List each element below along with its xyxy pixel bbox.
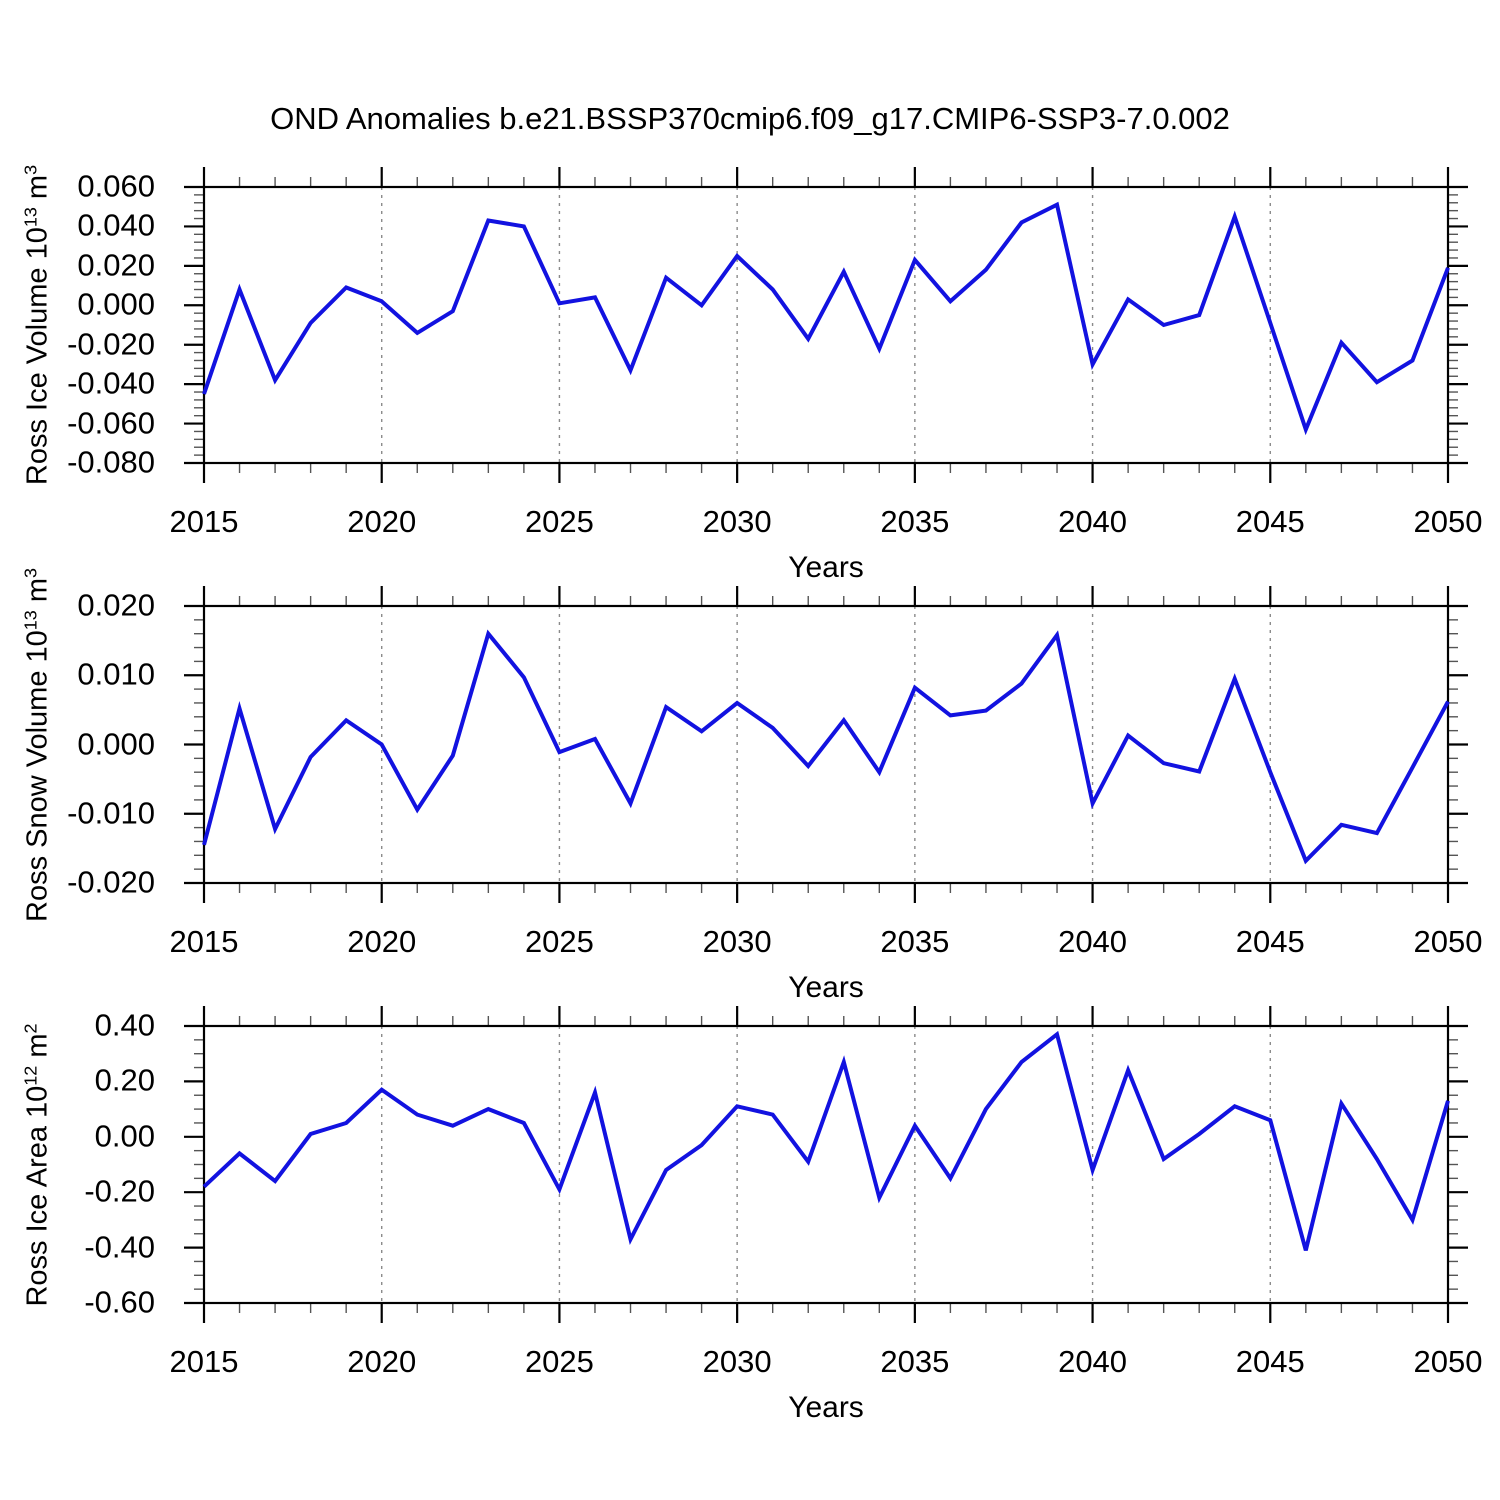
ytick-label: -0.040	[67, 365, 155, 401]
superscript: 3	[20, 567, 41, 578]
xtick-label: 2015	[169, 924, 239, 959]
xtick-label: 2020	[347, 924, 417, 959]
data-line-ross-ice-area	[202, 1030, 1450, 1251]
xtick-label: 2040	[1058, 504, 1128, 539]
xtick-label: 2015	[169, 1344, 239, 1379]
ytick-label: -0.080	[67, 444, 155, 480]
axis-frame	[202, 185, 1450, 465]
x-axis-title: Years	[788, 971, 864, 1004]
superscript: 13	[20, 207, 41, 228]
ytick-label: 0.010	[77, 656, 155, 692]
xtick-label: 2015	[169, 504, 239, 539]
ytick-label: 0.000	[77, 286, 155, 322]
ytick-label: 0.000	[77, 725, 155, 761]
ytick-label: 0.020	[77, 247, 155, 283]
xtick-label: 2030	[702, 1344, 772, 1379]
ytick-label: 0.020	[77, 587, 155, 623]
xtick-label: 2030	[702, 504, 772, 539]
superscript: 3	[20, 164, 41, 175]
y-axis-title-ross-ice-volume: Ross Ice Volume 1013 m3	[20, 164, 54, 486]
xtick-label: 2045	[1235, 504, 1305, 539]
xtick-label: 2050	[1413, 1344, 1483, 1379]
data-line-ross-snow-volume	[202, 629, 1450, 865]
xtick-label: 2020	[347, 504, 417, 539]
xtick-label: 2020	[347, 1344, 417, 1379]
ytick-label: -0.020	[67, 325, 155, 361]
ytick-label: 0.060	[77, 168, 155, 204]
ytick-label: -0.060	[67, 404, 155, 440]
y-axis-title-ross-snow-volume: Ross Snow Volume 1013 m3	[20, 567, 54, 922]
xtick-label: 2035	[880, 1344, 950, 1379]
ytick-label: 0.00	[94, 1118, 155, 1154]
xtick-label: 2045	[1235, 1344, 1305, 1379]
xtick-label: 2030	[702, 924, 772, 959]
ytick-label: -0.20	[84, 1173, 155, 1209]
axis-frame	[202, 604, 1450, 885]
superscript: 2	[20, 1022, 41, 1033]
xtick-label: 2025	[524, 1344, 594, 1379]
figure-title: OND Anomalies b.e21.BSSP370cmip6.f09_g17…	[270, 101, 1230, 136]
xtick-label: 2035	[880, 504, 950, 539]
data-line-ross-ice-volume	[202, 201, 1450, 436]
superscript: 13	[20, 609, 41, 630]
axis-frame	[202, 1024, 1450, 1305]
ytick-label: 0.40	[94, 1007, 155, 1043]
xtick-label: 2040	[1058, 924, 1128, 959]
ytick-label: -0.40	[84, 1228, 155, 1264]
ytick-label: -0.010	[67, 795, 155, 831]
xtick-label: 2050	[1413, 924, 1483, 959]
xtick-label: 2050	[1413, 504, 1483, 539]
ytick-label: 0.040	[77, 207, 155, 243]
x-axis-title: Years	[788, 1391, 864, 1424]
superscript: 12	[20, 1065, 41, 1086]
y-axis-title-ross-ice-area: Ross Ice Area 1012 m2	[20, 1022, 54, 1307]
ytick-label: 0.20	[94, 1062, 155, 1098]
xtick-label: 2040	[1058, 1344, 1128, 1379]
xtick-label: 2025	[524, 504, 594, 539]
xtick-label: 2025	[524, 924, 594, 959]
ytick-label: -0.60	[84, 1284, 155, 1320]
x-axis-title: Years	[788, 551, 864, 584]
xtick-label: 2045	[1235, 924, 1305, 959]
xtick-label: 2035	[880, 924, 950, 959]
ytick-label: -0.020	[67, 864, 155, 900]
